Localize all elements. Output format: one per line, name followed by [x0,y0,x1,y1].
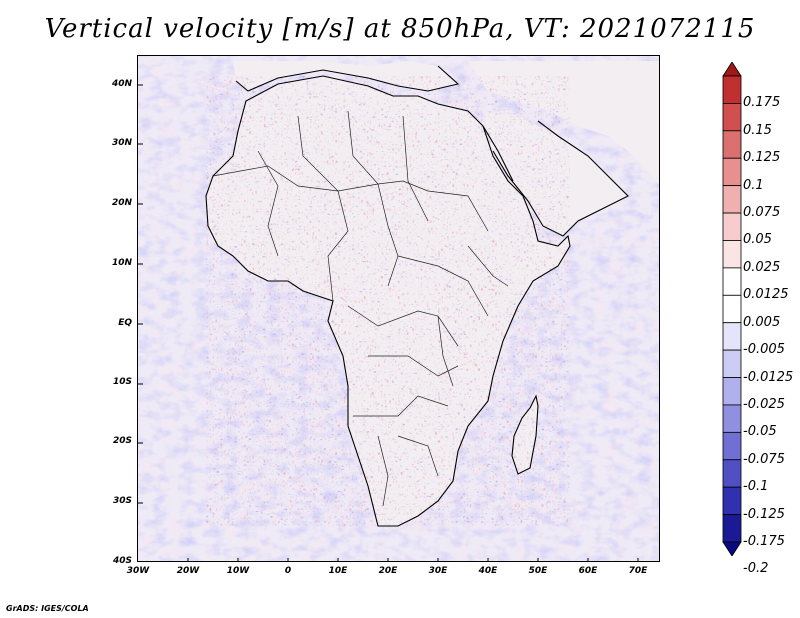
colorbar-bin [722,240,742,269]
colorbar-label: 0.175 [743,95,781,111]
colorbar-bin [722,75,742,104]
colorbar-bin [722,322,742,351]
lat-label-30s: 30S [112,496,132,506]
colorbar-label: -0.175 [743,534,785,549]
map-title: Vertical velocity [m/s] at 850hPa, VT: 2… [44,14,756,44]
asia-landmass [468,61,659,184]
lat-label-20s: 20S [112,436,132,446]
colorbar-label: 0.15 [743,122,772,138]
colorbar-label: 0.125 [743,150,781,166]
lon-label-30w: 30W [126,566,150,576]
grads-credit: GrADS: IGES/COLA [6,604,89,613]
colorbar-bin [722,157,742,187]
country-borders [212,110,509,507]
lon-label-20e: 20E [378,566,398,576]
madagascar-landmass [512,396,538,474]
colorbar-bin [722,103,742,132]
lat-label-eq: EQ [118,318,132,328]
lon-label-70e: 70E [628,566,648,576]
arabia-coastline [492,120,629,237]
lat-label-20n: 20N [111,198,132,208]
colorbar-bin [722,294,742,324]
lat-label-10s: 10S [112,377,132,387]
madagascar-coastline [511,394,539,475]
lat-label-40s: 40S [112,556,132,566]
lon-label-50e: 50E [528,566,548,576]
velocity-field-map[interactable] [138,56,660,562]
lat-label-40n: 40N [111,79,132,89]
colorbar-label: -0.075 [743,451,785,467]
colorbar-bin [722,130,742,159]
colorbar-label: 0.0125 [743,287,789,303]
colorbar-bin [722,267,742,296]
colorbar-label: -0.125 [743,506,785,522]
colorbar-bin [722,185,742,214]
colorbar-top-arrow [722,62,742,77]
colorbar-label: 0.005 [743,314,781,330]
colorbar-label: -0.005 [743,342,785,358]
colorbar-label: -0.2 [743,561,769,577]
europe-coastline [235,65,460,92]
colorbar-bin [722,514,742,543]
lon-label-10e: 10E [328,566,348,576]
colorbar-bin [722,212,742,241]
colorbar-label: 0.075 [743,205,781,221]
redsea-coastline [482,125,514,182]
colorbar [722,62,742,556]
coastline-group [205,65,629,527]
colorbar-label: -0.025 [743,396,785,412]
colorbar-label: -0.05 [743,424,777,440]
colorbar-label: -0.1 [743,479,769,495]
colorbar-bin [722,459,742,488]
colorbar-label: 0.1 [743,177,764,193]
lon-label-40e: 40E [478,566,498,576]
map-panel[interactable] [137,55,660,562]
colorbar-bottom-arrow [722,541,742,556]
colorbar-bin [722,404,742,433]
axis-ticks [138,84,639,561]
lon-label-0: 0 [284,566,292,576]
colorbar-label: 0.025 [743,259,781,275]
colorbar-label: 0.05 [743,232,772,248]
lon-label-10w: 10W [226,566,250,576]
lat-label-10n: 10N [111,258,132,268]
colorbar-bin [722,486,742,515]
lat-label-30n: 30N [111,138,132,148]
africa-coastline [205,75,571,527]
landmass-group [206,61,659,526]
arabia-landmass [483,111,628,236]
colorbar-bin [722,377,742,406]
lon-label-20w: 20W [176,566,200,576]
colorbar-bin [722,431,742,461]
lon-label-60e: 60E [578,566,598,576]
lon-label-30e: 30E [428,566,448,576]
europe-landmass [233,61,458,91]
colorbar-bin [722,349,742,378]
colorbar-label: -0.0125 [743,369,794,385]
